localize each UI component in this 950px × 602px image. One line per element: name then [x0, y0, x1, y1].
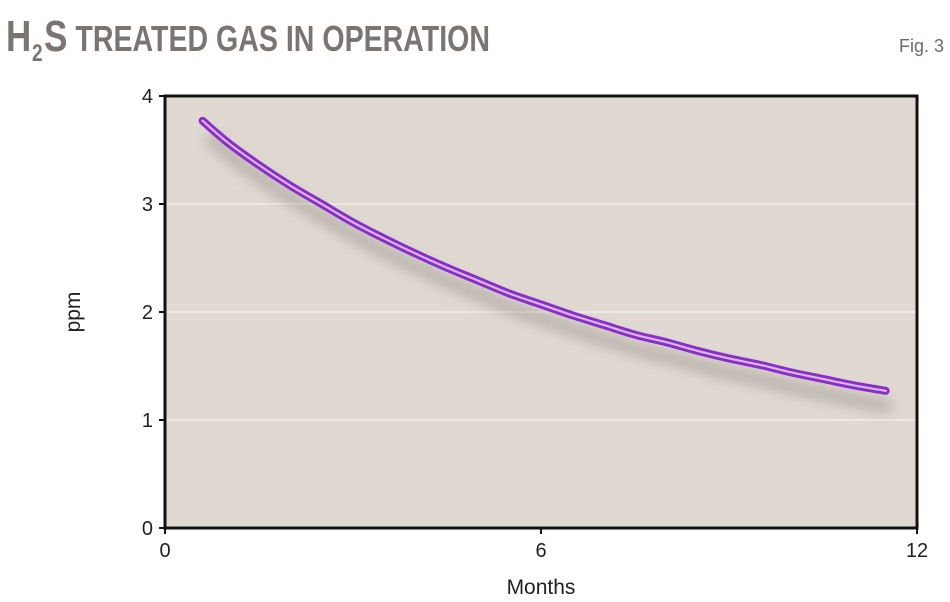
x-tick-label: 6	[535, 540, 546, 562]
x-tick-label: 0	[159, 540, 170, 562]
y-axis-label: ppm	[62, 292, 85, 333]
gridlines	[165, 203, 917, 421]
series-line-highlight	[201, 119, 887, 392]
title-s: S	[44, 12, 68, 61]
series-line-shadow	[205, 133, 893, 412]
chart-title: H2S TREATED GAS IN OPERATION	[6, 12, 490, 68]
title-subscript: 2	[32, 40, 43, 67]
x-axis-label: Months	[507, 576, 576, 599]
y-tick-label: 3	[142, 194, 153, 216]
y-tick-label: 4	[142, 86, 153, 108]
title-rest: TREATED GAS IN OPERATION	[75, 18, 490, 59]
x-tick-label: 12	[906, 540, 928, 562]
y-tick-label: 2	[142, 302, 153, 324]
y-tick-label: 0	[142, 518, 153, 540]
y-tick-label: 1	[142, 410, 153, 432]
title-h: H	[6, 12, 33, 61]
figure-label: Fig. 3	[898, 36, 944, 56]
